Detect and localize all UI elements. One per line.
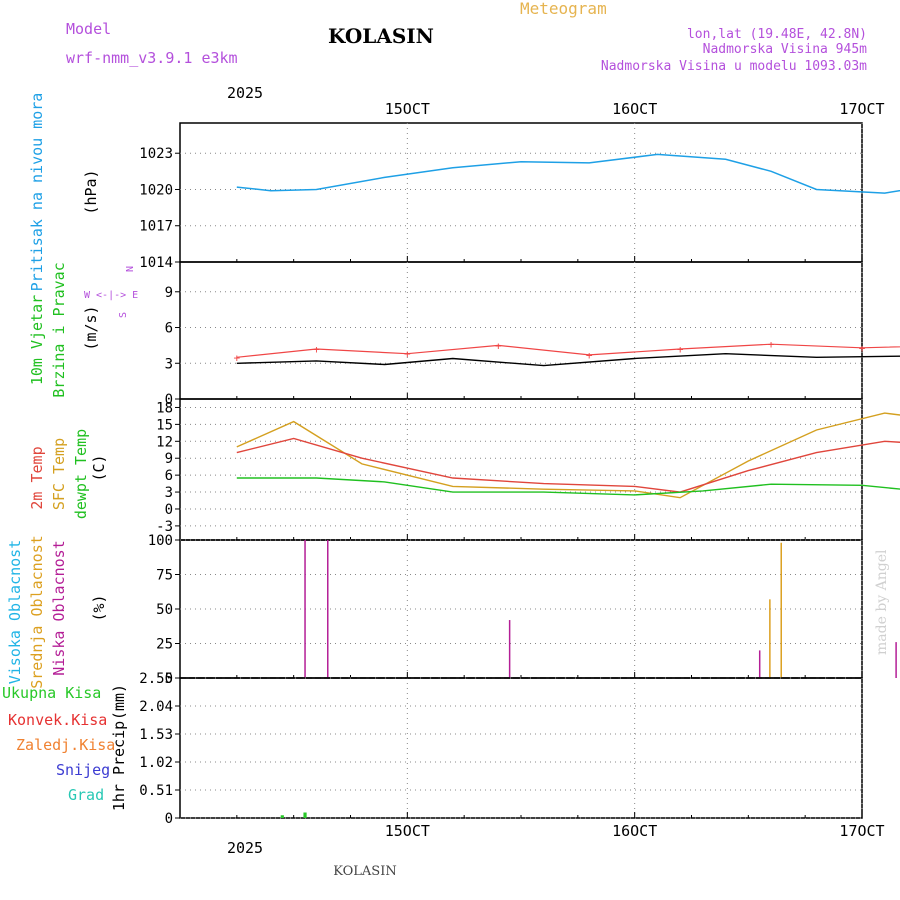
wind-compass-ew: W <-|-> E bbox=[84, 290, 138, 301]
year-bottom: 2025 bbox=[227, 839, 263, 857]
panel-frame bbox=[179, 398, 863, 541]
y-tick-label: 2.04 bbox=[139, 699, 173, 715]
panel-frame bbox=[179, 122, 863, 263]
y-tick-label: 2.55 bbox=[139, 671, 173, 687]
gust-marker: + bbox=[234, 351, 241, 364]
y-tick-label: 3 bbox=[165, 356, 173, 372]
y-tick-label: 6 bbox=[165, 321, 173, 337]
wind-compass-n: N bbox=[123, 266, 134, 272]
gust-marker: + bbox=[677, 343, 684, 356]
chart-type-title: Meteogram bbox=[520, 0, 607, 18]
y-tick-label: 100 bbox=[148, 533, 173, 549]
temp-unit: (C) bbox=[90, 454, 108, 481]
panel-frame bbox=[179, 677, 863, 819]
precip-ylabel: 1hr Precip bbox=[110, 721, 128, 811]
year-top: 2025 bbox=[227, 84, 263, 102]
temp-ylabel-2m: 2m Temp bbox=[28, 446, 46, 509]
y-tick-label: 0.51 bbox=[139, 783, 173, 799]
model-label: Model bbox=[66, 20, 111, 38]
dewpoint-line bbox=[236, 477, 900, 496]
panel-frame bbox=[179, 261, 863, 400]
y-tick-label: 1.02 bbox=[139, 755, 173, 771]
lonlat-label: lon,lat (19.48E, 42.8N) bbox=[687, 27, 867, 42]
gust-marker: + bbox=[859, 342, 866, 355]
cloud-ylabel-mid: Srednja Oblacnost bbox=[28, 535, 46, 689]
precip-legend-total: Ukupna Kisa bbox=[2, 684, 101, 702]
y-tick-label: 3 bbox=[165, 485, 173, 501]
temp-2m-line bbox=[236, 437, 900, 493]
y-tick-label: 9 bbox=[165, 451, 173, 467]
pressure-unit: (hPa) bbox=[82, 169, 100, 214]
precip-bar bbox=[303, 812, 307, 818]
gust-marker: + bbox=[495, 339, 502, 352]
y-tick-label: 12 bbox=[156, 434, 173, 450]
cloud-unit: (%) bbox=[90, 594, 108, 621]
gust-marker: + bbox=[313, 343, 320, 356]
date-label-bottom: 15OCT bbox=[385, 822, 430, 840]
y-tick-label: 75 bbox=[156, 568, 173, 584]
temp-ylabel-dewpt: dewpt Temp bbox=[72, 429, 90, 519]
gust-marker: + bbox=[586, 349, 593, 362]
cloud-panel: 0 25 50 75 100 bbox=[148, 533, 897, 687]
wind-unit: (m/s) bbox=[82, 305, 100, 350]
y-tick-label: 18 bbox=[156, 400, 173, 416]
gust-line bbox=[236, 343, 900, 358]
precip-legend-snow: Snijeg bbox=[56, 761, 110, 779]
y-tick-label: 50 bbox=[156, 602, 173, 618]
altitude-label: Nadmorska Visina 945m bbox=[703, 42, 868, 57]
wind-panel: 0369++++++++++++++++++++++++++++++++++++… bbox=[165, 261, 900, 408]
y-tick-label: 0 bbox=[165, 502, 173, 518]
wind-compass-s: S bbox=[118, 312, 129, 318]
date-label-bottom: 17OCT bbox=[839, 822, 884, 840]
pressure-panel: 1014 1017 1020 1023 bbox=[139, 122, 900, 271]
y-tick-label: 1.53 bbox=[139, 727, 173, 743]
model-name: wrf-nmm_v3.9.1 e3km bbox=[66, 49, 238, 67]
credit-label: made by Angel bbox=[874, 549, 890, 655]
precip-legend-hail: Grad bbox=[68, 786, 104, 804]
precip-legend-frozen: Zaledj.Kisa bbox=[16, 736, 115, 754]
model-altitude-label: Nadmorska Visina u modelu 1093.03m bbox=[601, 59, 867, 74]
top-date-labels: 15OCT16OCT17OCT18OCT19OCT20OCT bbox=[385, 100, 885, 118]
pressure-ylabel: Pritisak na nivou mora bbox=[28, 93, 46, 292]
y-tick-label: 0 bbox=[165, 392, 173, 408]
wind-ylabel: 10m Vjetar bbox=[28, 295, 46, 385]
y-tick-label: 1017 bbox=[139, 219, 173, 235]
gust-marker: + bbox=[404, 348, 411, 361]
y-tick-label: 1023 bbox=[139, 146, 173, 162]
location-title: KOLASIN bbox=[328, 24, 434, 48]
cloud-ylabel-high: Visoka Oblacnost bbox=[6, 540, 24, 685]
precip-panel: 0 0.51 1.02 1.53 2.04 2.55 bbox=[139, 671, 863, 827]
bottom-date-labels: 15OCT16OCT17OCT18OCT19OCT20OCT bbox=[385, 822, 885, 840]
date-label-top: 16OCT bbox=[612, 100, 657, 118]
y-tick-label: 6 bbox=[165, 468, 173, 484]
y-tick-label: 15 bbox=[156, 417, 173, 433]
precip-legend-conv: Konvek.Kisa bbox=[8, 711, 107, 729]
date-label-bottom: 16OCT bbox=[612, 822, 657, 840]
temp-ylabel-sfc: SFC Temp bbox=[50, 438, 68, 510]
date-label-top: 15OCT bbox=[385, 100, 430, 118]
y-tick-label: 0 bbox=[165, 671, 173, 687]
y-tick-label: 1020 bbox=[139, 182, 173, 198]
date-label-top: 17OCT bbox=[839, 100, 884, 118]
precip-unit: (mm) bbox=[110, 684, 128, 720]
sfc-temp-line bbox=[236, 412, 900, 499]
gust-marker: + bbox=[768, 338, 775, 351]
y-tick-label: -3 bbox=[156, 519, 173, 535]
footer-location: KOLASIN bbox=[333, 864, 396, 879]
y-tick-label: 1014 bbox=[139, 255, 173, 271]
y-tick-label: 0 bbox=[165, 811, 173, 827]
wind-ylabel-sub: Brzina i Pravac bbox=[50, 262, 68, 397]
precip-bar bbox=[280, 815, 284, 818]
y-tick-label: 25 bbox=[156, 637, 173, 653]
y-tick-label: 9 bbox=[165, 285, 173, 301]
pressure-line bbox=[236, 153, 900, 194]
cloud-ylabel-low: Niska Oblacnost bbox=[50, 540, 68, 675]
